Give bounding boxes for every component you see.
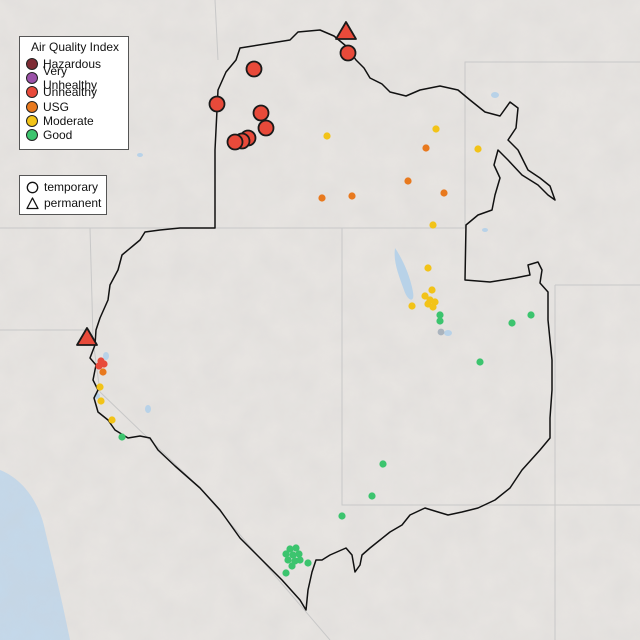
legend-item-unhealthy: Unhealthy — [26, 85, 122, 99]
aqi-legend-title: Air Quality Index — [31, 40, 120, 54]
temporary-monitors — [95, 125, 535, 577]
legend-item-hazardous: Hazardous — [26, 57, 122, 71]
legend-label: Unhealthy — [43, 85, 98, 100]
good-markers[interactable] — [118, 311, 535, 577]
unhealthy-large-markers[interactable] — [208, 44, 357, 151]
legend-label: USG — [43, 99, 70, 114]
permanent-marker-north — [335, 21, 357, 40]
temporary-label: temporary — [44, 180, 99, 194]
permanent-monitors[interactable] — [76, 21, 357, 346]
good-swatch — [26, 129, 38, 142]
moderate-markers[interactable] — [96, 125, 482, 424]
lakes — [94, 92, 499, 413]
unhealthy-small-markers[interactable] — [95, 357, 108, 370]
legend-item-usg: USG — [26, 100, 122, 114]
legend-label: Hazardous — [43, 57, 102, 72]
legend-item-permanent: permanent — [26, 195, 102, 211]
legend-item-temporary: temporary — [26, 179, 100, 195]
triangle-icon — [26, 196, 39, 209]
no-data-marker[interactable] — [437, 328, 445, 336]
very-unhealthy-swatch — [26, 72, 38, 85]
circle-icon — [26, 181, 39, 193]
aqi-legend: Air Quality Index Hazardous Very Unhealt… — [19, 36, 129, 150]
permanent-marker-west — [76, 327, 98, 346]
usg-swatch — [26, 100, 38, 113]
legend-item-good: Good — [26, 128, 122, 142]
permanent-label: permanent — [44, 196, 102, 210]
legend-label: Moderate — [43, 113, 94, 128]
legend-item-very-unhealthy: Very Unhealthy — [26, 64, 122, 92]
monitor-type-legend: temporary permanent — [19, 175, 107, 215]
hazardous-swatch — [26, 58, 38, 71]
moderate-swatch — [26, 114, 38, 127]
legend-item-moderate: Moderate — [26, 114, 122, 128]
legend-label: Good — [43, 128, 73, 143]
unhealthy-swatch — [26, 86, 38, 99]
region-boundary — [89, 29, 556, 611]
usg-markers[interactable] — [99, 144, 448, 376]
legend-label: Very Unhealthy — [43, 64, 98, 93]
